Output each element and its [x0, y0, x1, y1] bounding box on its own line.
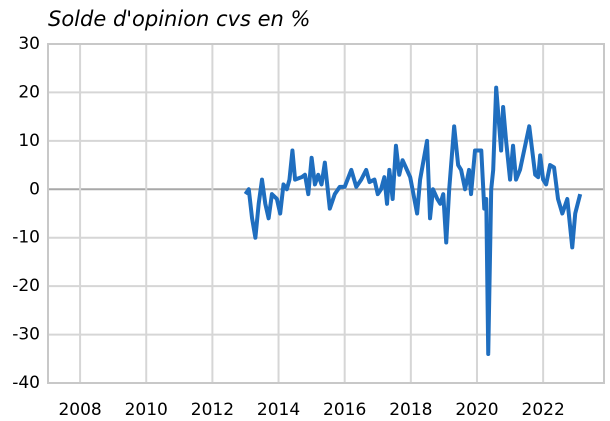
y-tick-label: -20 — [12, 276, 40, 296]
x-tick-label: 2010 — [125, 400, 168, 420]
y-tick-label: -40 — [12, 373, 40, 393]
x-tick-label: 2018 — [389, 400, 432, 420]
plot-frame — [47, 43, 605, 384]
y-tick-label: 30 — [18, 34, 40, 54]
y-tick-label: 20 — [18, 82, 40, 102]
x-tick-label: 2020 — [455, 400, 498, 420]
y-tick-label: -30 — [12, 325, 40, 345]
x-tick-label: 2022 — [522, 400, 565, 420]
x-tick-label: 2014 — [257, 400, 300, 420]
data-line — [243, 85, 583, 356]
y-tick-label: 0 — [29, 179, 40, 199]
y-tick-label: 10 — [18, 131, 40, 151]
x-tick-label: 2008 — [58, 400, 101, 420]
x-tick-label: 2016 — [323, 400, 366, 420]
x-tick-label: 2012 — [191, 400, 234, 420]
y-tick-label: -10 — [12, 228, 40, 248]
chart-title: Solde d'opinion cvs en % — [48, 7, 310, 31]
